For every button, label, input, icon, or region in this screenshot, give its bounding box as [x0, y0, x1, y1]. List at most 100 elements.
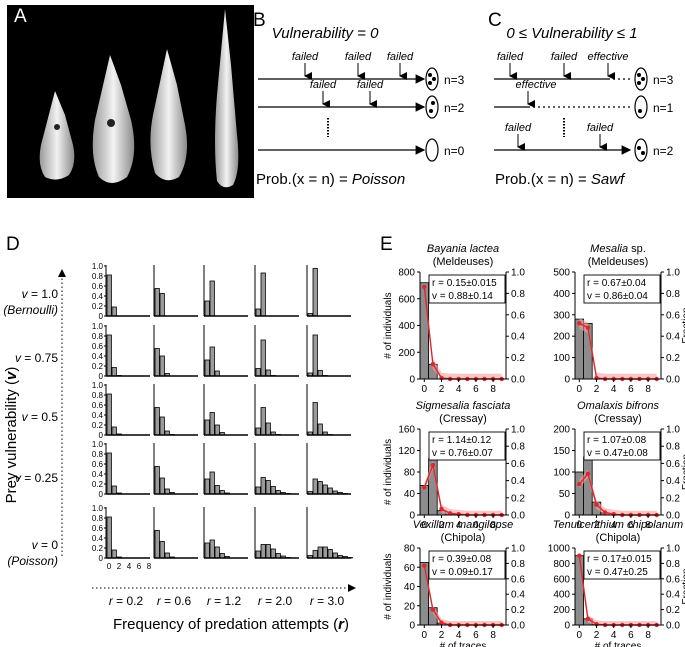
hist-v0.25-r1.2: [203, 443, 248, 495]
hist-ytick-label: 0.6: [92, 282, 104, 291]
panel-a-label: A: [14, 6, 27, 27]
hist-v1.0-r1.2: [203, 265, 248, 317]
hist-bar: [265, 480, 271, 495]
panel-c-formula-dist: Sawf: [591, 171, 626, 188]
right-tick-label: 0.8: [666, 289, 680, 300]
hist-bar: [111, 426, 117, 436]
hist-v0-r0.6: [153, 507, 198, 559]
right-tick-label: 0.4: [511, 476, 525, 487]
right-tick-label: 1.0: [511, 425, 525, 436]
shell-1-hole: [54, 124, 60, 130]
hist-ytick-label: 0.2: [92, 421, 104, 430]
hist-bar: [111, 549, 117, 559]
col-label-r: r = 3.0: [310, 594, 345, 608]
hist-ytick-label: 0.8: [92, 272, 104, 281]
species-locality: (Meldeuses): [588, 256, 649, 268]
hist-ytick-label: 0.2: [92, 544, 104, 553]
right-tick-label: 1.0: [666, 425, 680, 436]
fraction-band: [579, 469, 657, 515]
x-tick-label: 2: [594, 384, 600, 395]
fraction-point: [430, 462, 436, 468]
left-tick-label: 200: [553, 425, 570, 436]
hist-v0.25-r0.2: 1.00.80.60.40.20: [92, 440, 150, 499]
shell-illustration: [39, 9, 239, 188]
panel-c-formula-prefix: Prob.(x = n) =: [495, 171, 591, 188]
hist-bar: [260, 477, 266, 495]
right-tick-label: 0.0: [511, 375, 525, 386]
shell-photo: [7, 5, 254, 198]
hist-v0-r0.2: 1.00.80.60.40.200 2 4 6 8: [92, 504, 152, 571]
parameter-v: v = 0.47±0.08: [587, 448, 648, 459]
hist-v0.75-r0.6: [153, 325, 198, 377]
species-name: Omalaxis bifrons: [577, 400, 659, 412]
panel-c-count: n=1: [653, 101, 674, 115]
hist-bar: [106, 452, 112, 495]
hist-bar: [159, 293, 165, 317]
left-tick-label: 400: [398, 321, 415, 332]
right-tick-label: 0.4: [666, 590, 680, 601]
hist-v0.5-r0.2: 1.00.80.60.40.20: [92, 381, 150, 440]
panel-b-trace-dot: [428, 81, 432, 85]
left-tick-label: 100: [553, 353, 570, 364]
x-tick-label: 4: [611, 384, 617, 395]
panel-c-formula: Prob.(x = n) = Sawf: [495, 171, 626, 188]
hist-v1.0-r0.2: 1.00.80.60.40.20: [92, 262, 150, 321]
fraction-point: [439, 620, 444, 625]
panel-c-attempt-label: effective: [516, 79, 557, 91]
hist-bar: [204, 542, 210, 559]
row-label-note: (Poisson): [7, 554, 58, 568]
x-tick-label: 8: [645, 520, 651, 531]
hist-bar: [209, 346, 215, 377]
hist-xtick-label: 2: [117, 562, 122, 571]
x-tick-label: 0: [577, 384, 583, 395]
hist-ytick-label: 0.8: [92, 391, 104, 400]
species-chart: Bayania lactea(Meldeuses) 800 600 400 200 0 1.…: [383, 243, 525, 395]
hist-v0.75-r1.2: [203, 325, 248, 377]
hist-bar: [164, 552, 170, 559]
x-tick-label: 4: [611, 630, 617, 641]
row-label-note: (Bernoulli): [3, 303, 58, 317]
species-name: Tenuicerithium chipolanum: [553, 519, 683, 531]
parameter-r: r = 0.67±0.04: [587, 278, 647, 289]
hist-bar: [204, 300, 210, 317]
hist-bar: [255, 368, 261, 377]
x-tick-label: 6: [473, 384, 479, 395]
hist-ytick-label: 1.0: [92, 504, 104, 513]
hist-v0.25-r3.0: [306, 443, 351, 495]
hist-bar: [317, 423, 323, 436]
hist-ytick-label: 0.4: [92, 534, 104, 543]
right-tick-label: 0.0: [666, 375, 680, 386]
left-tick-label: 300: [553, 310, 570, 321]
hist-bar: [106, 274, 112, 317]
panel-d-label: D: [6, 234, 20, 255]
panel-c-trace-dot: [637, 146, 641, 150]
x-tick-label: 6: [628, 520, 634, 531]
left-tick-label: 50: [559, 489, 571, 500]
hist-ytick-label: 0: [99, 554, 104, 563]
hist-xtick-label: 0: [107, 562, 112, 571]
hist-ytick-label: 0: [99, 431, 104, 440]
right-tick-label: 0.8: [666, 559, 680, 570]
right-tick-label: 0.2: [511, 493, 525, 504]
left-tick-label: 200: [553, 605, 570, 616]
panel-b-count: n=3: [444, 73, 465, 87]
panel-c-attempt-label: failed: [497, 51, 524, 63]
panel-c-trace-dot: [637, 73, 641, 77]
fraction-point: [422, 563, 427, 568]
hist-ytick-label: 0.6: [92, 460, 104, 469]
hist-bar: [270, 548, 276, 559]
left-tick-label: 120: [398, 446, 415, 457]
row-label-v: v = 1.0: [22, 287, 59, 301]
hist-ytick-label: 0: [99, 312, 104, 321]
panel-b-count: n=2: [444, 101, 465, 115]
fraction-point: [585, 325, 591, 330]
parameter-box: [583, 274, 661, 304]
x-tick-label: 2: [439, 520, 445, 531]
left-tick-label: 600: [553, 574, 570, 585]
fraction-point: [577, 321, 582, 326]
hist-v0.25-r0.6: [153, 443, 198, 495]
right-tick-label: 0.8: [511, 559, 525, 570]
panel-e: E: [380, 234, 393, 255]
hist-v0.75-r3.0: [306, 325, 351, 377]
